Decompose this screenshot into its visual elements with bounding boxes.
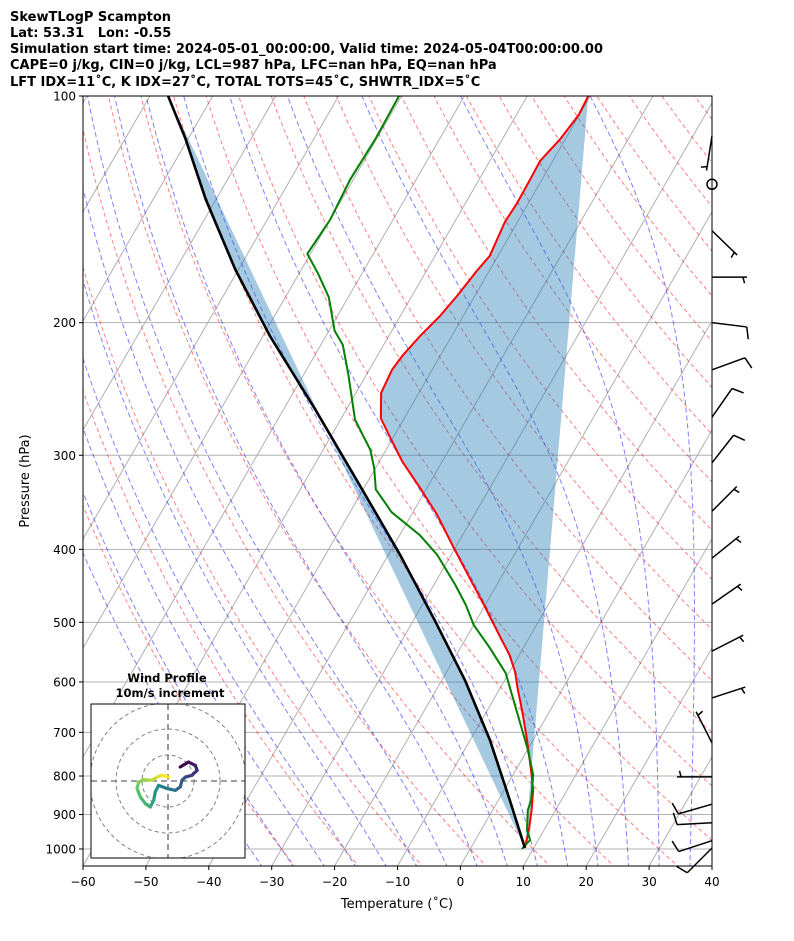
barb-half-flag [740,637,744,642]
x-tick-label: −30 [259,875,284,889]
barb-full-flag [745,358,752,368]
wind-barb [712,435,745,463]
hodograph-subtitle: 10m/s increment [116,686,225,700]
isotherm-line [648,79,794,868]
hodograph-inset: Wind Profile 10m/s increment [90,671,246,859]
title-line-times: Simulation start time: 2024-05-01_00:00:… [10,42,603,57]
wind-barb [696,711,712,743]
dry-adiabat-line [618,79,794,868]
dry-adiabat-line [650,79,794,868]
wind-barb [712,277,747,283]
barb-half-flag [741,688,744,693]
barb-half-flag [701,167,707,168]
barb-full-flag [677,866,688,872]
y-tick-label: 100 [53,90,76,104]
barb-staff [712,486,737,511]
x-tick-label: −10 [385,875,410,889]
hodograph-title: Wind Profile [127,671,207,685]
barb-half-flag [737,586,742,590]
barb-half-flag [736,539,741,543]
barb-staff [712,231,737,255]
barb-half-flag [731,252,734,257]
title-line-indices: LFT IDX=11˚C, K IDX=27˚C, TOTAL TOTS=45˚… [10,74,480,90]
moist-adiabat-line [721,79,747,868]
barb-staff [712,388,732,417]
barb-half-flag [698,711,703,715]
barb-staff [679,841,712,852]
title-block: SkewTLogP Scampton Lat: 53.31 Lon: -0.55… [10,10,603,90]
barb-staff [677,823,712,825]
barb-full-flag [747,327,749,339]
wind-barb [712,584,742,604]
y-axis-label: Pressure (hPa) [18,434,33,527]
hodograph-segment [162,775,169,777]
wind-barb [701,136,712,171]
isotherm-line [585,79,794,868]
y-tick-label: 1000 [45,843,76,857]
x-tick-label: −60 [70,875,95,889]
wind-barb [672,803,712,814]
barb-full-flag [734,435,745,440]
wind-barb [712,687,745,698]
y-tick-label: 800 [53,770,76,784]
wind-barb [712,388,744,417]
moist-adiabat-line [752,79,794,868]
barb-staff [712,635,743,651]
barb-staff [712,435,734,463]
barb-half-flag [743,277,745,283]
barb-staff [712,536,739,558]
barb-staff [707,136,712,171]
isotherm-line [711,79,794,868]
barb-half-flag [734,489,739,492]
barb-staff [696,712,712,743]
x-tick-label: 0 [457,875,465,889]
x-tick-label: −40 [196,875,221,889]
x-tick-label: 20 [579,875,594,889]
wind-barb [712,536,741,558]
x-tick-label: 30 [641,875,656,889]
wind-barb [712,635,744,651]
x-tick-label: −20 [322,875,347,889]
y-tick-label: 900 [53,808,76,822]
dry-adiabat-line [586,79,794,868]
x-axis-label: Temperature (˚C) [340,896,453,912]
wind-barb [672,841,712,852]
barb-staff [712,323,747,327]
barb-staff [712,584,741,604]
wind-barb [712,486,739,511]
barb-full-flag [672,803,678,814]
moist-adiabat-line [581,79,694,868]
isotherm-line [19,79,474,868]
barb-staff [712,358,745,370]
y-tick-label: 400 [53,543,76,557]
wind-barb [712,323,748,340]
dry-adiabat-line [682,79,794,868]
y-tick-label: 600 [53,675,76,689]
title-line-station: SkewTLogP Scampton [10,10,171,25]
y-tick-label: 200 [53,316,76,330]
barb-staff [712,687,745,698]
barb-staff [687,848,712,873]
barb-full-flag [732,388,744,392]
title-line-latlon: Lat: 53.31 Lon: -0.55 [10,26,171,41]
x-tick-label: 10 [516,875,531,889]
barb-full-flag [672,841,679,851]
y-tick-label: 300 [53,449,76,463]
wind-barb [712,358,752,370]
y-tick-label: 700 [53,726,76,740]
title-line-cape: CAPE=0 j/kg, CIN=0 j/kg, LCL=987 hPa, LF… [10,58,497,73]
wind-barbs [672,96,752,873]
y-tick-label: 500 [53,616,76,630]
x-tick-label: −50 [133,875,158,889]
x-tick-label: 40 [704,875,719,889]
wind-barb [712,231,737,258]
isotherm-line [0,79,97,868]
wind-barb [677,848,712,873]
